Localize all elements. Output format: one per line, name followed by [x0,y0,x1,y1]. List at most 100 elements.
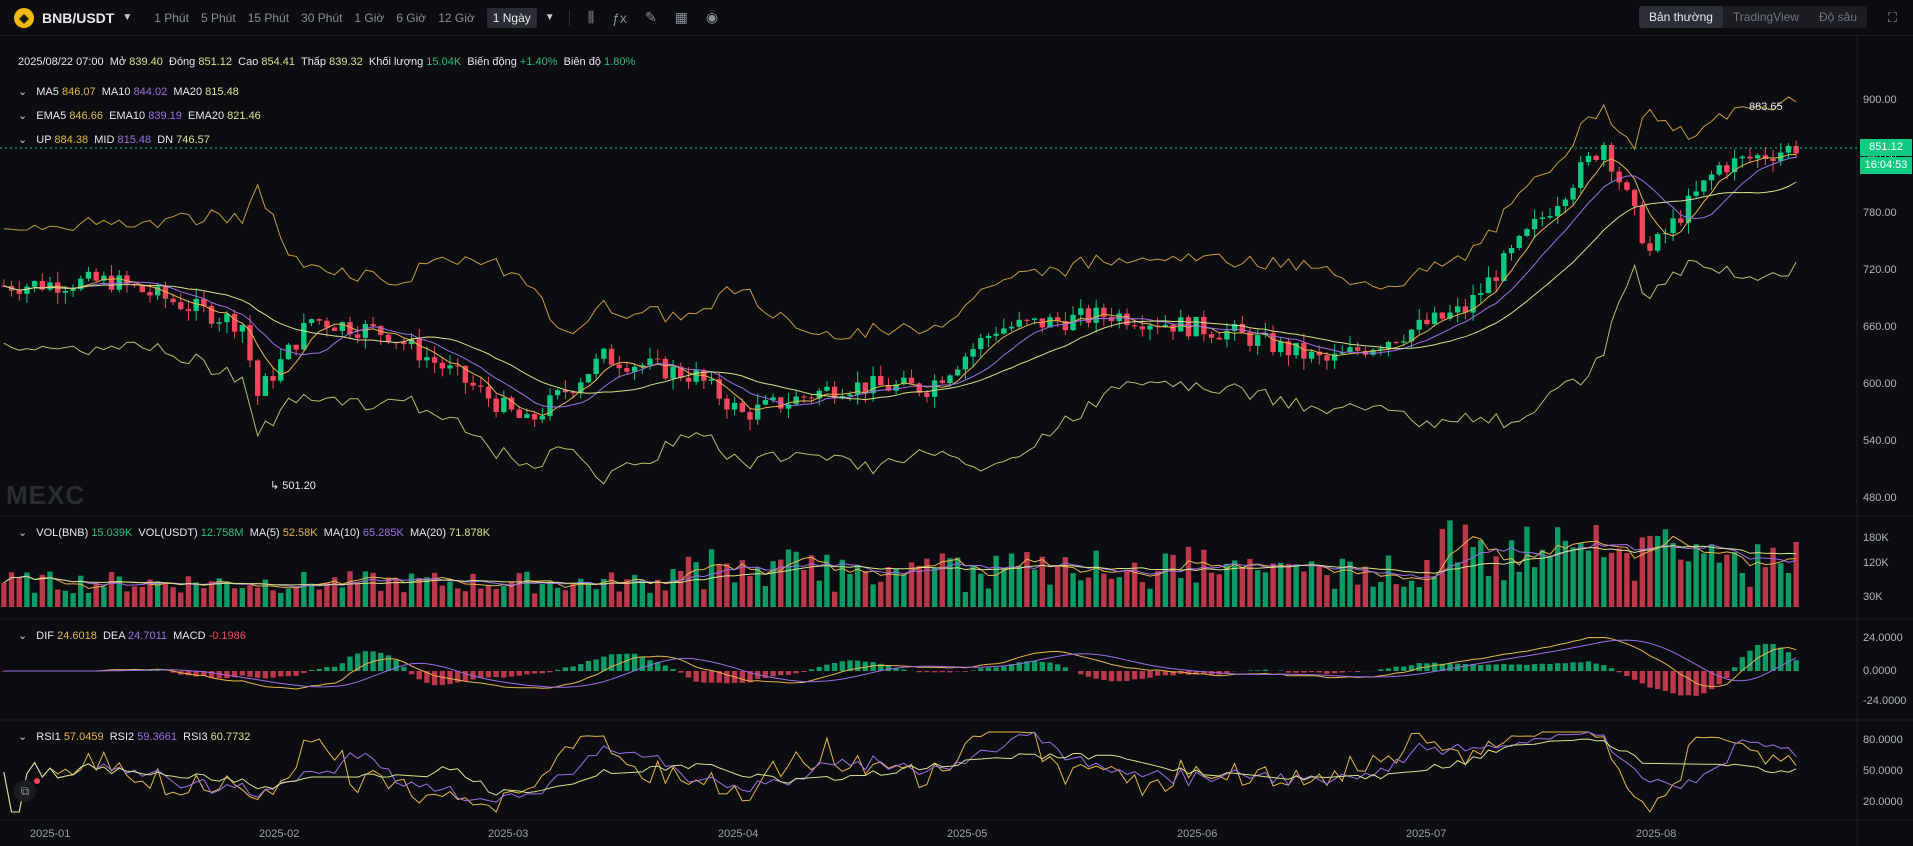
volume-bar [647,592,653,607]
timeframe-1m[interactable]: 1 Phút [154,10,189,25]
ema-collapse-icon[interactable]: ⌄ [18,110,28,122]
candle-body [201,298,207,307]
macd-bar [701,671,707,683]
volume-bar [1716,562,1722,607]
rsi-legend[interactable]: ⌄ RSI1 57.0459 RSI2 59.3661 RSI3 60.7732 [18,731,251,743]
volume-bar [1401,586,1407,607]
macd-bar [978,668,984,671]
timeframe-1h[interactable]: 1 Giờ [354,10,385,25]
macd-legend[interactable]: ⌄ DIF 24.6018 DEA 24.7011 MACD -0.1986 [18,630,246,642]
timeframe-1d[interactable]: 1 Ngày [486,7,537,28]
macd-bar [1485,664,1492,671]
volume-bar [539,584,545,607]
ema20-value: 821.46 [227,110,261,122]
candle-body [670,366,676,379]
volume-bar [531,593,538,607]
volume-bar [778,559,784,607]
macd-bar [1578,662,1584,671]
volume-bar [639,579,645,607]
timeframe-6h[interactable]: 6 Giờ [396,10,427,25]
macd-bar [1647,671,1653,688]
candle-body [262,376,269,396]
macd-bar [1555,663,1561,671]
volume-bar [1047,584,1053,607]
volume-bar [1208,572,1215,607]
macd-bar [147,670,153,671]
macd-bar [1570,662,1576,671]
candle-body [793,396,799,405]
timeframe-5m[interactable]: 5 Phút [200,10,236,25]
indicator-fx-icon[interactable]: ƒx [612,9,627,26]
candle-body [1462,306,1469,313]
candle-body [916,383,922,393]
candle-body [685,377,692,382]
layout-grid-icon[interactable]: ▦ [674,9,688,25]
vol-legend[interactable]: ⌄ VOL(BNB) 15.039K VOL(USDT) 12.758M MA(… [18,527,491,539]
macd-bar [1208,671,1215,675]
vol-collapse-icon[interactable]: ⌄ [18,527,28,539]
close-value: 851.12 [198,56,233,68]
volume-bar [739,560,745,607]
volume-bar [139,586,145,607]
candle-body [485,386,492,399]
timeframe-dropdown-icon[interactable]: ▼ [544,12,555,23]
camera-icon[interactable]: ◉ [705,9,719,25]
volume-bar [555,587,561,607]
candle-body [885,385,892,391]
candle-body [270,376,276,381]
draw-pencil-icon[interactable]: ✎ [644,9,657,25]
volume-bar [1362,566,1369,607]
volume-bar [62,590,69,607]
candle-body [547,395,553,417]
pair-label[interactable]: BNB/USDT [42,9,115,26]
price-axis[interactable]: 900.00 840.00 780.00 720.00 660.00 600.0… [1857,0,1913,516]
volume-bar [1485,575,1492,607]
ma-collapse-icon[interactable]: ⌄ [18,86,28,98]
candle-body [1308,351,1315,359]
candle-body [1678,218,1684,223]
candle-body [1655,234,1661,251]
timeframe-12h[interactable]: 12 Giờ [438,10,475,25]
macd-collapse-icon[interactable]: ⌄ [18,630,28,642]
volume-bar [770,561,776,607]
volume-bar [508,581,515,607]
boll-dn-value: 746.57 [176,134,210,146]
volume-value: 15.04K [426,56,462,68]
fullscreen-icon[interactable]: ⛶ [1887,10,1897,25]
x-tick: 2025-05 [947,828,988,840]
macd-tick: 24.0000 [1863,632,1903,644]
pair-dropdown-icon[interactable]: ▼ [122,12,133,23]
ema-legend[interactable]: ⌄ EMA5 846.66 EMA10 839.19 EMA20 821.46 [18,110,261,122]
candle-body [1101,307,1107,318]
candle-body [147,292,153,296]
macd-bar [1439,663,1445,671]
candle-body [1439,312,1445,319]
timeframe-15m[interactable]: 15 Phút [247,10,290,25]
mode-depth[interactable]: Độ sâu [1818,10,1857,24]
timeframe-30m[interactable]: 30 Phút [301,10,343,25]
volume-bar [793,551,799,607]
boll-collapse-icon[interactable]: ⌄ [18,134,28,146]
volume-bar [216,578,222,607]
macd-bar [1508,664,1515,671]
volume-bar [8,572,15,607]
boll-legend[interactable]: ⌄ UP 884.38 MID 815.48 DN 746.57 [18,134,210,146]
candle-body [178,302,184,310]
candle-body [1285,341,1292,356]
price-tick: 900.00 [1863,94,1897,106]
settings-panel-icon[interactable]: ⧉ [14,780,36,802]
candle-type-icon[interactable]: ⫼ [587,9,595,25]
mode-tradingview[interactable]: TradingView [1732,10,1799,24]
open-value: 839.40 [129,56,163,68]
volume-bar [1378,581,1384,607]
high-value: 854.41 [261,56,296,68]
candle-body [316,319,322,321]
ma-legend[interactable]: ⌄ MA5 846.07 MA10 844.02 MA20 815.48 [18,86,239,98]
candle-body [993,333,999,336]
mode-basic[interactable]: Bản thường [1638,6,1723,28]
rsi-collapse-icon[interactable]: ⌄ [18,731,28,743]
macd-bar [170,671,176,673]
volume-bar [1139,582,1145,607]
macd-bar [501,671,507,678]
